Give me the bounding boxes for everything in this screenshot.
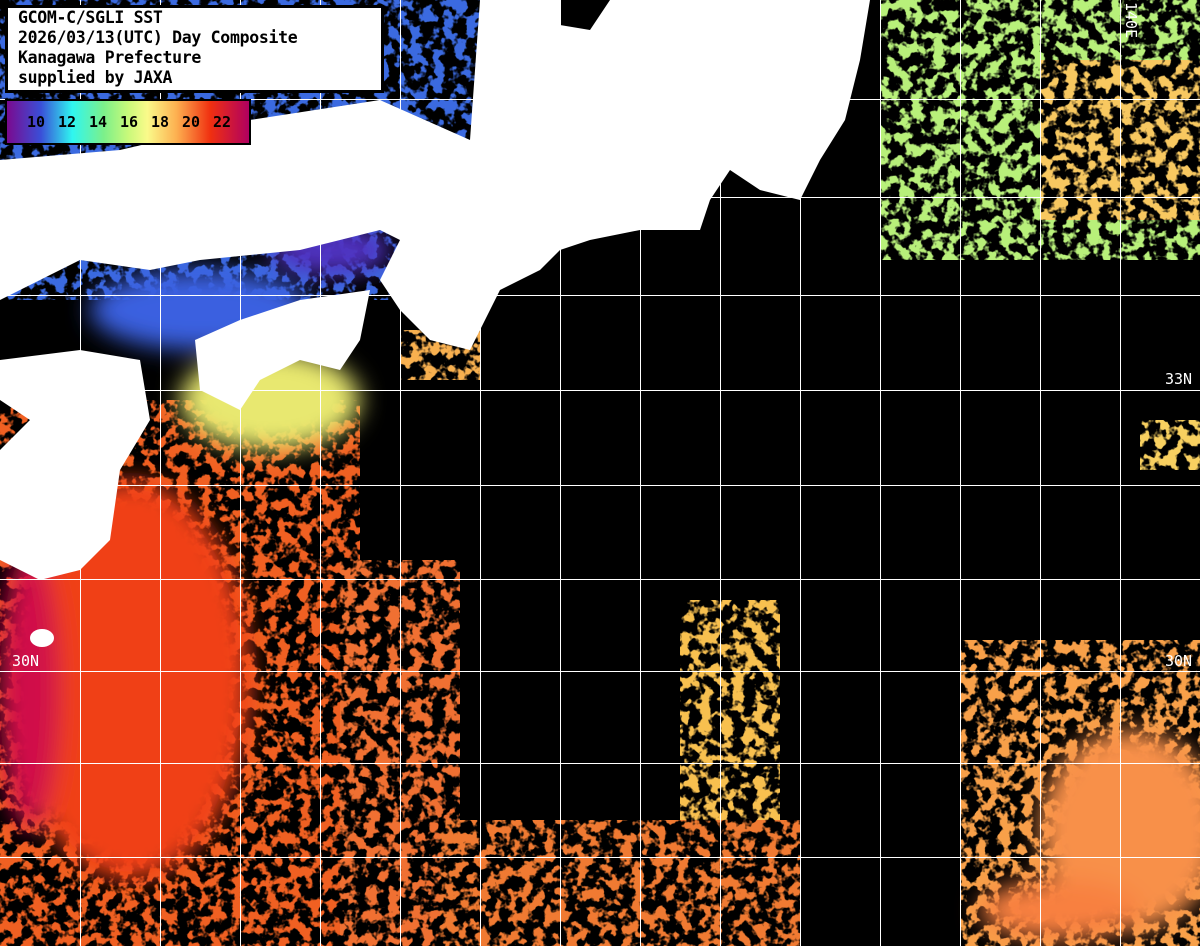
colorbar-label: 12 — [58, 113, 77, 131]
title-line-4: supplied by JAXA — [18, 68, 173, 87]
honshu-land — [0, 0, 870, 350]
colorbar-label: 18 — [151, 113, 170, 131]
lat-label-30n-right: 30N — [1165, 652, 1193, 670]
land-mask — [0, 0, 870, 647]
title-line-2: 2026/03/13(UTC) Day Composite — [18, 28, 298, 47]
island — [30, 629, 54, 647]
lon-label-140e: 140E — [1122, 2, 1140, 39]
title-line-1: GCOM-C/SGLI SST — [18, 8, 163, 27]
title-box: GCOM-C/SGLI SST 2026/03/13(UTC) Day Comp… — [5, 5, 384, 93]
shikoku-land — [195, 290, 370, 410]
colorbar-label: 20 — [182, 113, 201, 131]
lat-label-33n-right: 33N — [1165, 370, 1193, 388]
colorbar-label: 10 — [27, 113, 46, 131]
island — [45, 513, 65, 537]
colorbar-label: 22 — [213, 113, 232, 131]
colorbar-label: 16 — [120, 113, 139, 131]
title-line-3: Kanagawa Prefecture — [18, 48, 202, 67]
lat-label-30n-left: 30N — [12, 652, 40, 670]
lon-label-136e: 136E — [481, 2, 499, 39]
kyushu-land — [0, 350, 150, 580]
colorbar-legend: 10 12 14 16 18 20 22 — [5, 99, 251, 145]
colorbar-label: 14 — [89, 113, 108, 131]
lat-label-33n-left: 33N — [12, 370, 40, 388]
